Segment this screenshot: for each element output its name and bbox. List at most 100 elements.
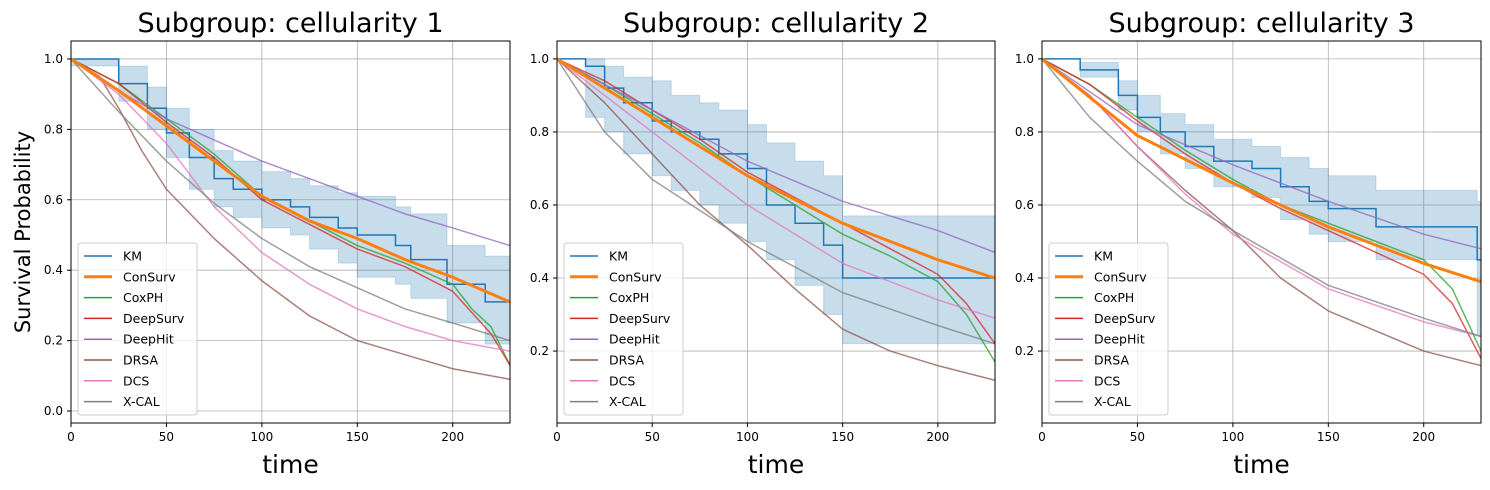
legend-label: DeepSurv [609,311,671,326]
x-tick-label: 0 [67,430,75,444]
y-tick-label: 0.6 [44,193,63,207]
axes-frame [70,40,511,424]
x-tick-label: 100 [250,430,273,444]
x-axis-label: time [1233,450,1289,479]
legend: KM ConSurv CoxPH DeepSurv DeepHit DRSA DCS X-CA… [77,242,198,416]
series-drsa [71,58,510,381]
legend: KM ConSurv CoxPH DeepSurv DeepHit DRSA DCS X-CA… [1048,242,1169,416]
plot-area [557,57,995,381]
y-tick-label: 0.6 [1015,198,1034,212]
axes-frame [556,40,996,424]
legend-label: DeepSurv [123,311,185,326]
x-tick-label: 150 [831,430,854,444]
series-deepsurv [1042,58,1481,359]
series-dcs [557,58,995,319]
legend-label: ConSurv [609,269,662,284]
x-axis-label: time [748,450,804,479]
series-deephit [557,58,995,254]
x-tick-label: 200 [1412,430,1435,444]
legend-label: CoxPH [609,290,649,305]
plot-area [1042,57,1481,367]
series-km [1042,58,1481,261]
series-dcs [71,58,510,352]
x-tick-label: 150 [1317,430,1340,444]
legend-label: ConSurv [123,269,176,284]
series-consurv [557,57,995,280]
series-drsa [557,58,995,381]
legend-label: CoxPH [123,290,163,305]
subplot-title: Subgroup: cellularity 3 [1108,8,1414,39]
legend-label: CoxPH [1094,290,1134,305]
legend-label: X-CAL [123,394,160,409]
plot-area [71,57,510,381]
x-tick-label: 0 [553,430,561,444]
axes-frame [1041,40,1482,424]
x-tick-label: 100 [736,430,759,444]
y-tick-label: 0.4 [1015,271,1034,285]
series-x-cal [71,58,510,342]
legend-label: DeepHit [609,332,660,347]
y-tick-label: 0.4 [44,263,63,277]
y-tick-label: 0.0 [44,404,63,418]
legend-label: KM [1094,249,1113,264]
y-tick-label: 0.8 [44,122,63,136]
series-consurv [71,57,510,304]
x-axis-label: time [262,450,318,479]
legend-box [77,242,198,416]
legend-label: DCS [1094,373,1120,388]
legend-label: DeepSurv [1094,311,1156,326]
legend-box [1048,242,1169,416]
series-deephit [71,58,510,247]
series-km [71,58,510,303]
y-tick-label: 0.2 [44,334,63,348]
legend-label: X-CAL [1094,394,1131,409]
legend-label: X-CAL [609,394,646,409]
series-x-cal [557,58,995,345]
x-tick-label: 50 [159,430,174,444]
series-deepsurv [71,58,510,366]
legend-label: DRSA [1094,353,1129,368]
y-tick-label: 1.0 [1015,52,1034,66]
subplot-2: 0 50 100 150 200 0.2 0.4 0.6 0.8 1.0 Subgroup: cel… [530,8,996,479]
legend-label: ConSurv [1094,269,1147,284]
x-tick-label: 100 [1221,430,1244,444]
series-coxph [557,58,995,363]
y-tick-label: 0.2 [530,344,549,358]
series-coxph [71,58,510,366]
y-tick-label: 0.4 [530,271,549,285]
subplot-1: 0 50 100 150 200 0.0 0.2 0.4 0.6 0.8 1.0 Subgroup: … [11,8,511,479]
y-tick-label: 0.8 [1015,125,1034,139]
series-km [557,58,995,279]
subplot-title: Subgroup: cellularity 1 [137,8,443,39]
series-deephit [1042,58,1481,250]
legend-label: KM [609,249,628,264]
x-tick-label: 200 [926,430,949,444]
legend: KM ConSurv CoxPH DeepSurv DeepHit DRSA DCS X-CA… [563,242,684,416]
x-tick-label: 200 [441,430,464,444]
x-tick-label: 50 [645,430,660,444]
series-consurv [1042,57,1481,284]
y-tick-label: 0.6 [530,198,549,212]
x-tick-label: 0 [1038,430,1046,444]
legend-label: DeepHit [123,332,174,347]
x-tick-label: 150 [346,430,369,444]
legend-box [563,242,684,416]
legend-label: DRSA [609,353,644,368]
legend-label: DCS [123,373,149,388]
legend-label: DCS [609,373,635,388]
y-tick-label: 0.2 [1015,344,1034,358]
y-tick-label: 0.8 [530,125,549,139]
y-tick-label: 1.0 [530,52,549,66]
series-x-cal [1042,58,1481,338]
legend-label: DeepHit [1094,332,1145,347]
y-tick-label: 1.0 [44,52,63,66]
legend-label: KM [123,249,142,264]
subplot-title: Subgroup: cellularity 2 [623,8,929,39]
series-deepsurv [557,58,995,345]
x-tick-label: 50 [1130,430,1145,444]
y-axis-label: Survival Probability [11,131,35,333]
subplot-3: 0 50 100 150 200 0.2 0.4 0.6 0.8 1.0 Subgroup: cel… [1015,8,1482,479]
legend-label: DRSA [123,353,158,368]
